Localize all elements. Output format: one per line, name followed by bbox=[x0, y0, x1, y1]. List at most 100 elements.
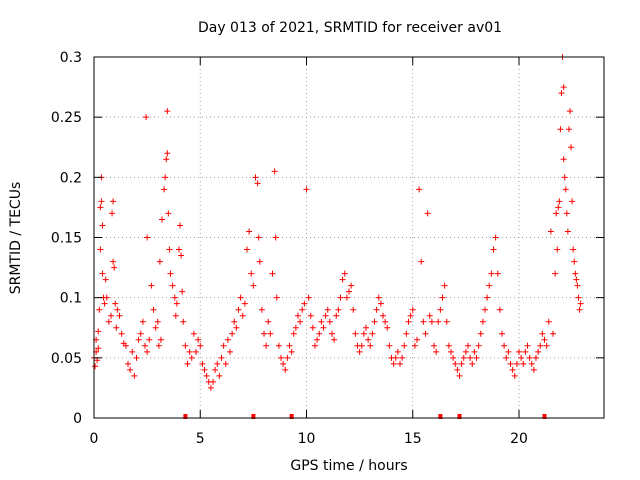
data-point bbox=[167, 270, 174, 277]
data-point bbox=[475, 342, 482, 349]
data-point bbox=[159, 216, 165, 223]
data-point bbox=[227, 348, 233, 355]
data-point bbox=[111, 264, 118, 271]
data-point bbox=[318, 318, 325, 325]
y-axis-label: SRMTID / TECUs bbox=[8, 182, 24, 295]
data-point bbox=[363, 324, 369, 331]
tick-labels: 0 5 10 15 20 0 0.05 0.1 0.15 0.2 0.25 0.3 bbox=[51, 50, 528, 447]
data-point bbox=[399, 354, 406, 361]
data-point bbox=[407, 312, 414, 319]
data-point bbox=[265, 318, 272, 325]
data-point bbox=[99, 222, 106, 229]
data-point bbox=[405, 318, 412, 325]
data-point bbox=[543, 342, 550, 349]
data-point bbox=[103, 294, 110, 301]
data-point bbox=[403, 330, 410, 337]
data-point bbox=[152, 324, 159, 331]
gap-marker bbox=[438, 414, 443, 419]
data-point bbox=[554, 246, 561, 253]
data-point bbox=[169, 282, 176, 289]
data-point bbox=[530, 366, 537, 373]
data-point bbox=[352, 330, 359, 337]
data-point bbox=[307, 312, 314, 319]
data-point bbox=[528, 360, 535, 367]
data-point bbox=[356, 348, 363, 355]
data-point bbox=[505, 348, 512, 355]
data-point bbox=[286, 342, 293, 349]
data-point bbox=[561, 174, 568, 181]
x-tick-label: 20 bbox=[510, 431, 528, 447]
x-tick-label: 5 bbox=[196, 431, 205, 447]
chart-title: Day 013 of 2021, SRMTID for receiver av0… bbox=[198, 20, 502, 36]
data-point bbox=[324, 306, 331, 313]
data-point bbox=[555, 204, 562, 211]
data-point bbox=[182, 342, 189, 349]
data-point bbox=[499, 330, 505, 337]
data-point bbox=[172, 312, 179, 319]
data-point bbox=[180, 318, 187, 325]
data-point bbox=[164, 150, 171, 157]
data-point bbox=[513, 360, 520, 367]
data-point bbox=[369, 330, 376, 337]
data-point bbox=[384, 324, 391, 331]
data-point bbox=[113, 324, 120, 331]
data-point bbox=[129, 348, 136, 355]
data-point bbox=[547, 228, 554, 235]
data-point bbox=[195, 336, 202, 343]
data-point bbox=[244, 246, 250, 253]
data-point bbox=[409, 306, 416, 313]
data-point bbox=[237, 294, 244, 301]
data-point bbox=[552, 270, 559, 277]
data-point bbox=[109, 210, 116, 217]
data-point bbox=[112, 300, 119, 307]
data-point bbox=[473, 354, 480, 361]
data-point bbox=[539, 330, 546, 337]
data-point bbox=[567, 108, 573, 115]
data-point bbox=[110, 198, 117, 205]
y-tick-label: 0.3 bbox=[60, 50, 82, 66]
data-point bbox=[533, 354, 539, 361]
axes bbox=[93, 56, 605, 419]
data-point bbox=[486, 282, 493, 289]
data-point bbox=[241, 300, 248, 307]
data-point bbox=[122, 342, 129, 349]
data-point bbox=[92, 363, 99, 370]
data-point bbox=[516, 348, 522, 355]
data-point bbox=[426, 312, 433, 319]
data-point bbox=[220, 342, 227, 349]
data-point bbox=[350, 306, 357, 313]
data-point bbox=[520, 360, 527, 367]
data-point bbox=[165, 210, 172, 217]
data-point bbox=[535, 348, 542, 355]
data-point bbox=[101, 300, 108, 307]
data-point bbox=[212, 366, 219, 373]
data-point bbox=[135, 336, 142, 343]
data-point bbox=[218, 354, 225, 361]
data-point bbox=[272, 234, 279, 241]
data-point bbox=[164, 108, 171, 115]
data-point bbox=[326, 318, 333, 325]
data-point bbox=[214, 360, 221, 367]
data-point bbox=[114, 306, 121, 313]
data-point bbox=[428, 318, 435, 325]
data-point bbox=[471, 348, 478, 355]
data-point bbox=[563, 210, 570, 217]
data-point bbox=[568, 144, 575, 151]
data-point bbox=[233, 324, 240, 331]
data-point bbox=[127, 366, 134, 373]
data-point bbox=[511, 372, 518, 379]
data-point bbox=[207, 384, 214, 391]
data-point bbox=[246, 228, 253, 235]
data-point bbox=[199, 360, 206, 367]
data-point bbox=[333, 312, 340, 319]
data-point bbox=[102, 276, 109, 283]
x-tick-label: 15 bbox=[404, 431, 422, 447]
data-point bbox=[390, 360, 397, 367]
gap-marker bbox=[289, 414, 294, 419]
data-point bbox=[292, 324, 299, 331]
data-point bbox=[97, 204, 104, 211]
data-point bbox=[273, 294, 280, 301]
data-point bbox=[509, 366, 516, 373]
data-point bbox=[133, 354, 140, 361]
data-point bbox=[255, 234, 262, 241]
